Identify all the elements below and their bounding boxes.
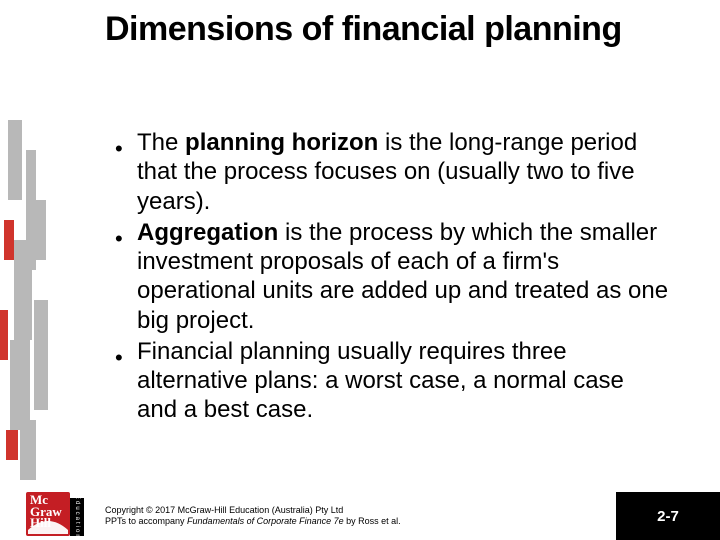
bullet-text: The planning horizon is the long-range p… (137, 128, 670, 216)
bullet-text: Financial planning usually requires thre… (137, 337, 670, 425)
bullet-marker: • (115, 337, 137, 369)
publisher-logo: Mc Graw Hill Education (26, 492, 84, 536)
bullet-item: • The planning horizon is the long-range… (115, 128, 670, 216)
body-content: • The planning horizon is the long-range… (115, 128, 670, 427)
bullet-marker: • (115, 128, 137, 160)
slide-title: Dimensions of financial planning (105, 10, 665, 48)
copyright: Copyright © 2017 McGraw-Hill Education (… (105, 505, 535, 528)
copyright-line-2: PPTs to accompany Fundamentals of Corpor… (105, 516, 535, 528)
page-number: 2-7 (616, 492, 720, 540)
bullet-text: Aggregation is the process by which the … (137, 218, 670, 335)
logo-education-label: Education (70, 498, 84, 536)
logo-swoosh-icon (28, 516, 68, 534)
bullet-item: • Aggregation is the process by which th… (115, 218, 670, 335)
bullet-marker: • (115, 218, 137, 250)
footer: Mc Graw Hill Education Copyright © 2017 … (0, 492, 720, 540)
side-decoration (0, 0, 60, 540)
slide: Dimensions of financial planning • The p… (0, 0, 720, 540)
bullet-item: • Financial planning usually requires th… (115, 337, 670, 425)
copyright-line-1: Copyright © 2017 McGraw-Hill Education (… (105, 505, 535, 517)
